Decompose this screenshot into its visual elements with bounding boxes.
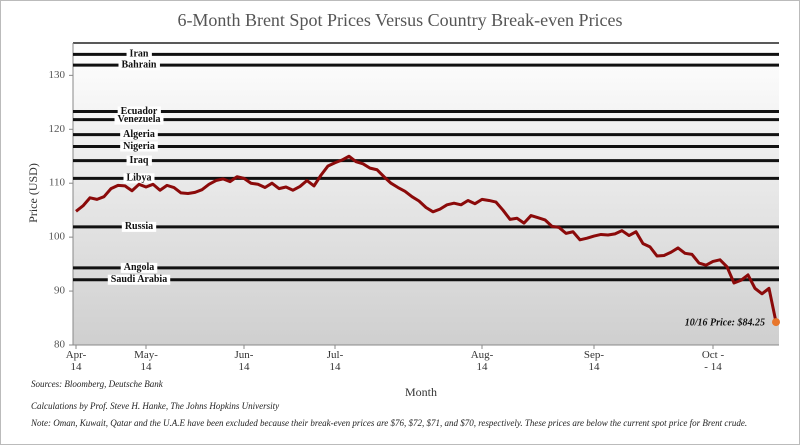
break-even-label: Venezuela xyxy=(118,114,161,125)
break-even-label-bg xyxy=(126,155,152,166)
y-tick-label: 90 xyxy=(54,285,66,297)
break-even-label-bg xyxy=(120,129,158,140)
break-even-label-bg xyxy=(114,114,164,125)
x-tick-label: Aug- 14 xyxy=(470,349,494,373)
price-line xyxy=(75,154,778,323)
break-even-label: Ecuador xyxy=(121,106,158,117)
x-tick-label: Apr- 14 xyxy=(65,349,87,373)
plot-area xyxy=(73,43,779,345)
annotation: 10/16 Price: $84.25 xyxy=(685,317,765,328)
y-axis-label: Price (USD) xyxy=(26,163,40,223)
x-axis-label: Month xyxy=(405,385,437,399)
break-even-label-bg xyxy=(120,141,158,152)
break-even-label-bg xyxy=(121,221,157,232)
y-tick-label: 130 xyxy=(49,69,66,81)
x-tick-label: Sep- 14 xyxy=(583,349,605,373)
break-even-label-bg xyxy=(117,106,161,117)
break-even-label-bg xyxy=(126,49,152,60)
x-tick-label: Oct - - 14 xyxy=(701,349,725,373)
break-even-label-bg xyxy=(118,60,160,71)
credit: Calculations by Prof. Steve H. Hanke, Th… xyxy=(31,401,280,411)
y-tick-label: 110 xyxy=(49,177,66,189)
x-tick-label: Jul- 14 xyxy=(326,349,344,373)
break-even-label: Nigeria xyxy=(123,141,155,152)
break-even-label-bg xyxy=(123,173,155,184)
sources: Sources: Bloomberg, Deutsche Bank xyxy=(31,379,163,389)
break-even-label: Saudi Arabia xyxy=(111,274,167,285)
break-even-label: Iraq xyxy=(130,155,149,166)
chart-title: 6-Month Brent Spot Prices Versus Country… xyxy=(177,10,622,30)
break-even-label: Iran xyxy=(130,49,149,60)
x-tick-label: May- 14 xyxy=(134,349,158,373)
break-even-label: Bahrain xyxy=(121,59,156,70)
break-even-label: Angola xyxy=(124,262,155,273)
break-even-label: Russia xyxy=(125,221,153,232)
break-even-label-bg xyxy=(120,262,158,273)
break-even-label: Libya xyxy=(126,173,151,184)
y-tick-label: 120 xyxy=(49,123,66,135)
last-point xyxy=(772,318,780,327)
y-tick-label: 80 xyxy=(54,339,66,351)
y-tick-label: 100 xyxy=(49,231,66,243)
x-tick-label: Jun- 14 xyxy=(234,349,254,373)
break-even-label-bg xyxy=(107,274,171,285)
break-even-label: Algeria xyxy=(123,129,155,140)
note: Note: Oman, Kuwait, Qatar and the U.A.E … xyxy=(31,418,748,428)
